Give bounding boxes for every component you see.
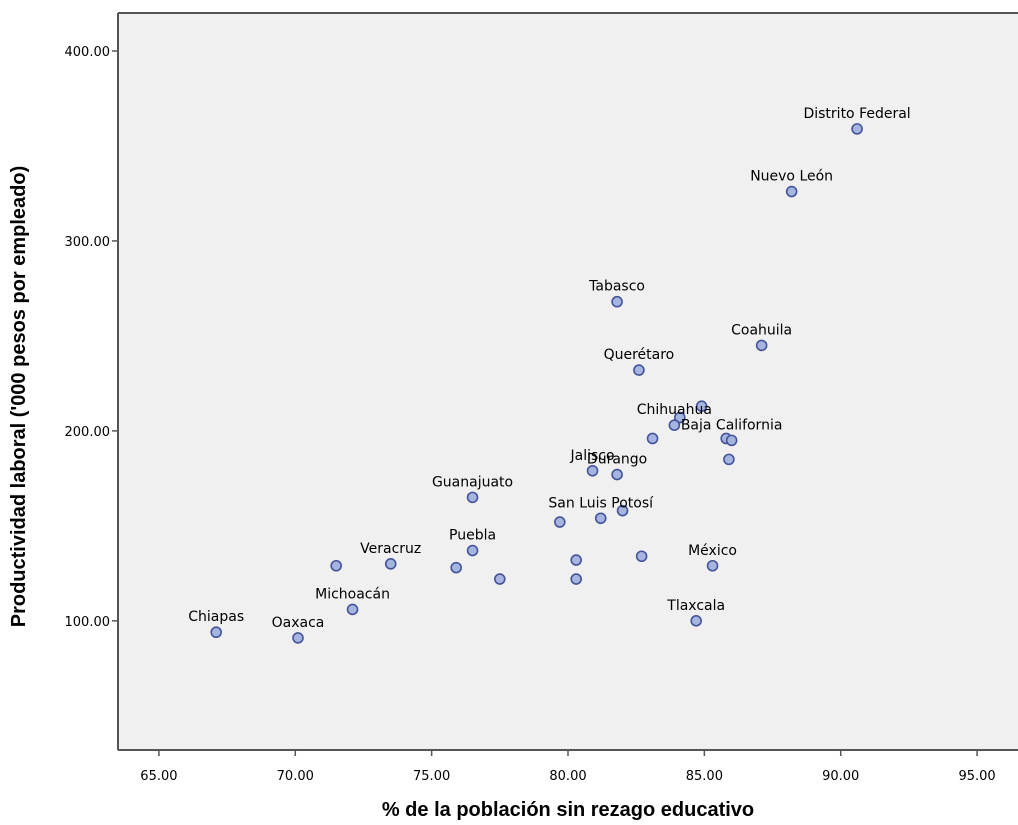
point-label: Distrito Federal	[803, 106, 910, 122]
data-point	[554, 516, 566, 528]
plot-area	[118, 13, 1018, 750]
y-tick-label: 300.00	[65, 235, 111, 250]
data-point	[755, 339, 768, 352]
y-tick-label: 400.00	[65, 45, 111, 60]
point-label: Jalisco	[570, 448, 615, 464]
point-label: San Luis Potosí	[548, 495, 654, 511]
point-label: Guanajuato	[432, 474, 513, 490]
data-point	[570, 554, 582, 566]
data-point	[494, 573, 506, 585]
point-labels: Distrito Federal Nuevo León Tabasco Coahuil…	[188, 106, 910, 631]
data-point	[616, 504, 629, 517]
data-point	[292, 632, 304, 644]
x-tick-label: 95.00	[958, 769, 995, 784]
x-tick-label: 85.00	[686, 769, 723, 784]
x-tick-label: 65.00	[140, 769, 177, 784]
data-point	[330, 559, 342, 572]
point-label: Chihuahua	[637, 402, 712, 418]
data-point	[668, 419, 681, 431]
point-label: Durango	[587, 452, 647, 468]
point-label: Querétaro	[604, 347, 675, 363]
point-label: México	[688, 543, 737, 559]
data-point	[466, 491, 479, 504]
data-point	[586, 464, 599, 477]
x-tick-label: 80.00	[549, 769, 586, 784]
data-point	[611, 468, 623, 481]
y-tick-label: 200.00	[65, 425, 111, 440]
x-ticks: 65.00 70.00 75.00 80.00 85.00 90.00 95.00	[140, 750, 996, 784]
data-point	[450, 561, 462, 574]
data-point	[690, 615, 702, 627]
data-point	[384, 558, 397, 570]
y-axis-title: Productividad laboral ('000 pesos por em…	[8, 166, 30, 628]
data-point	[611, 295, 623, 308]
data-point	[466, 544, 479, 557]
data-point	[674, 411, 686, 424]
x-axis-title: % de la población sin rezago educativo	[382, 799, 754, 821]
data-point	[346, 603, 359, 616]
point-label: Coahuila	[731, 322, 792, 338]
data-points	[210, 123, 863, 644]
data-point	[725, 434, 738, 447]
point-label: Puebla	[449, 528, 496, 544]
data-point	[723, 453, 735, 466]
x-tick-label: 90.00	[822, 769, 859, 784]
data-point	[594, 512, 607, 525]
point-label: Chiapas	[188, 609, 244, 625]
point-label: Michoacán	[315, 586, 390, 602]
data-point	[785, 185, 798, 198]
data-point	[851, 123, 863, 135]
point-label: Oaxaca	[272, 615, 325, 631]
y-tick-label: 100.00	[65, 615, 111, 630]
point-label: Tlaxcala	[666, 598, 725, 614]
point-label: Nuevo León	[750, 169, 833, 185]
x-tick-label: 70.00	[277, 769, 314, 784]
point-label: Veracruz	[360, 541, 421, 557]
data-point	[633, 364, 645, 376]
data-point	[635, 550, 648, 563]
data-point	[646, 432, 659, 445]
data-point	[706, 559, 719, 572]
x-tick-label: 75.00	[413, 769, 450, 784]
point-label: Tabasco	[588, 279, 645, 295]
point-label: Baja California	[681, 417, 783, 433]
data-point	[210, 626, 222, 639]
data-point	[570, 573, 582, 585]
y-ticks: 100.00 200.00 300.00 400.00	[65, 45, 118, 630]
data-point	[695, 400, 708, 412]
